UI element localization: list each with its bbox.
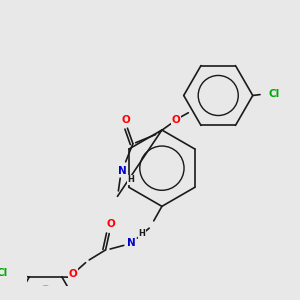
Text: O: O [68,268,77,279]
Text: N: N [127,238,135,248]
Text: H: H [128,176,134,184]
Text: O: O [171,115,180,125]
Text: O: O [107,219,116,229]
Text: N: N [118,166,126,176]
Text: Cl: Cl [0,268,8,278]
Text: Cl: Cl [268,89,280,99]
Text: O: O [121,115,130,125]
Text: H: H [139,229,145,238]
